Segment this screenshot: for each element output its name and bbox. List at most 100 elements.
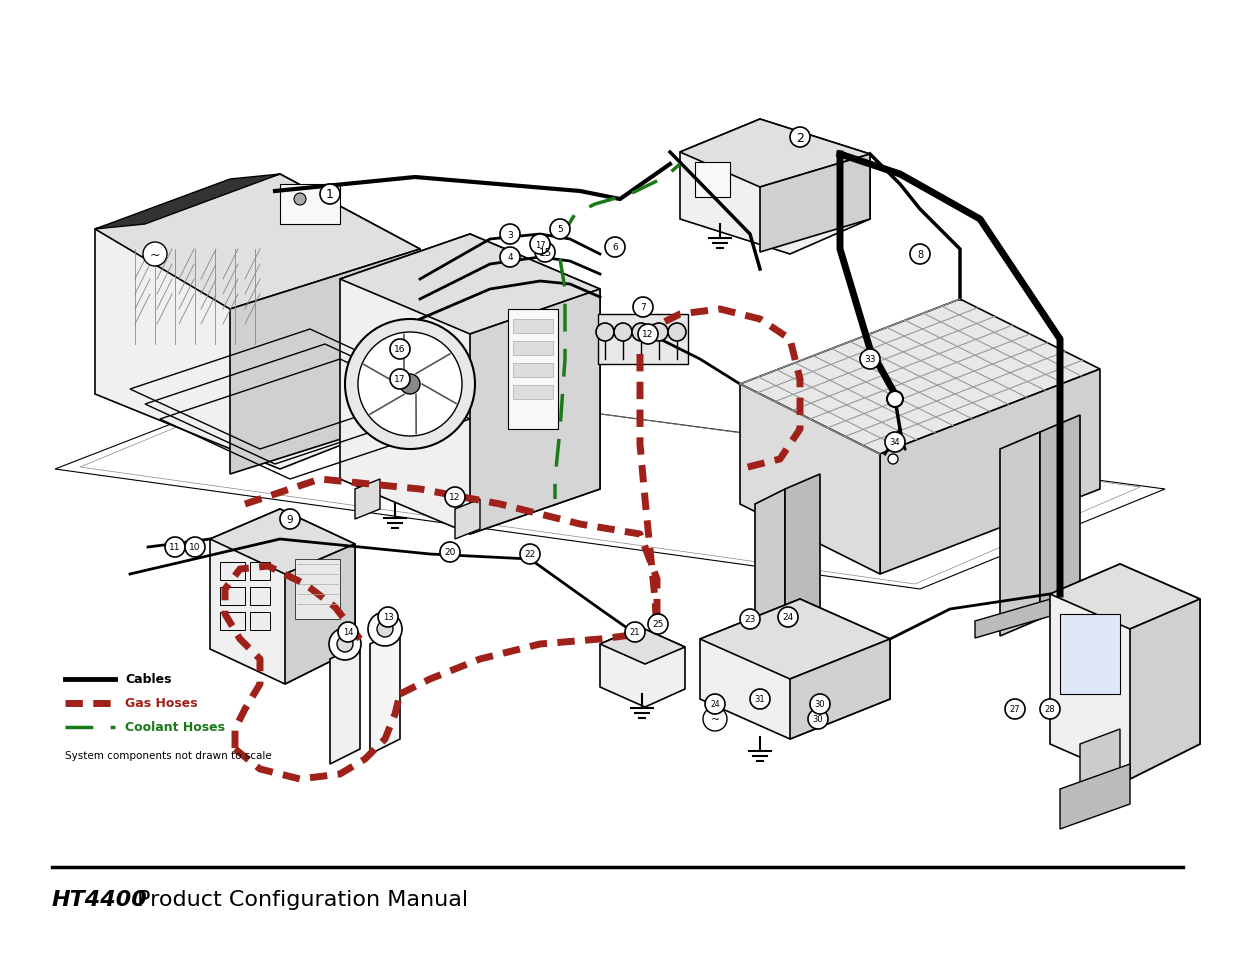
Polygon shape: [340, 234, 600, 335]
Circle shape: [377, 621, 393, 638]
Text: 8: 8: [916, 250, 923, 260]
Circle shape: [810, 695, 830, 714]
Text: 7: 7: [640, 303, 646, 313]
Circle shape: [885, 433, 905, 453]
Text: 13: 13: [383, 613, 393, 622]
Polygon shape: [1130, 599, 1200, 780]
Text: 34: 34: [889, 438, 900, 447]
Text: Product Configuration Manual: Product Configuration Manual: [130, 889, 468, 909]
Bar: [513, 364, 553, 377]
Polygon shape: [974, 589, 1086, 639]
Text: 27: 27: [1010, 705, 1020, 714]
Circle shape: [614, 324, 632, 341]
Bar: [513, 319, 553, 334]
Text: Gas Hoses: Gas Hoses: [125, 697, 198, 710]
Polygon shape: [454, 499, 480, 539]
Text: 30: 30: [815, 700, 825, 709]
Circle shape: [143, 243, 167, 267]
Text: Cables: Cables: [125, 673, 172, 686]
Polygon shape: [210, 510, 354, 684]
Circle shape: [358, 333, 462, 436]
Circle shape: [597, 324, 614, 341]
Polygon shape: [680, 120, 869, 254]
Text: 25: 25: [652, 619, 663, 629]
Text: 14: 14: [343, 628, 353, 637]
Text: 12: 12: [450, 493, 461, 502]
Circle shape: [605, 237, 625, 257]
Circle shape: [440, 542, 459, 562]
Text: 17: 17: [535, 240, 546, 250]
Bar: [598, 314, 688, 365]
Circle shape: [185, 537, 205, 558]
Text: 1: 1: [326, 189, 333, 201]
Polygon shape: [285, 544, 354, 684]
Circle shape: [778, 607, 798, 627]
Polygon shape: [370, 629, 400, 754]
Polygon shape: [330, 644, 359, 764]
Text: 24: 24: [710, 700, 720, 709]
Circle shape: [650, 324, 668, 341]
Polygon shape: [230, 250, 420, 475]
Text: 6: 6: [613, 243, 618, 253]
Circle shape: [703, 707, 727, 731]
Bar: [508, 310, 558, 430]
Polygon shape: [354, 479, 380, 519]
Circle shape: [500, 225, 520, 245]
Circle shape: [808, 709, 827, 729]
Polygon shape: [1050, 564, 1200, 780]
Text: 30: 30: [813, 715, 824, 723]
Circle shape: [632, 324, 650, 341]
Circle shape: [378, 607, 398, 627]
Text: ~: ~: [149, 248, 161, 261]
Polygon shape: [700, 599, 890, 740]
Polygon shape: [790, 639, 890, 740]
Text: 33: 33: [864, 355, 876, 364]
Text: 5: 5: [557, 225, 563, 234]
Text: 15: 15: [538, 248, 552, 257]
Text: 31: 31: [755, 695, 766, 703]
Circle shape: [500, 248, 520, 268]
Text: 20: 20: [445, 548, 456, 557]
Text: 10: 10: [189, 543, 201, 552]
Circle shape: [338, 622, 358, 642]
Text: 9: 9: [287, 515, 294, 524]
Circle shape: [280, 510, 300, 530]
Polygon shape: [1000, 433, 1040, 637]
Bar: [695, 163, 730, 198]
Circle shape: [1005, 700, 1025, 720]
Circle shape: [1040, 700, 1060, 720]
Bar: [1060, 615, 1120, 695]
Text: Coolant Hoses: Coolant Hoses: [125, 720, 225, 734]
Polygon shape: [680, 120, 869, 188]
Bar: [220, 587, 245, 605]
Polygon shape: [1079, 729, 1120, 804]
Circle shape: [535, 243, 555, 263]
Text: 3: 3: [508, 231, 513, 239]
Circle shape: [329, 628, 361, 660]
Circle shape: [390, 370, 410, 390]
Circle shape: [910, 245, 930, 265]
Circle shape: [860, 350, 881, 370]
Polygon shape: [210, 510, 354, 575]
Text: 22: 22: [525, 550, 536, 558]
Polygon shape: [785, 475, 820, 679]
Bar: [280, 185, 340, 225]
Polygon shape: [340, 234, 600, 535]
Circle shape: [445, 488, 466, 507]
Polygon shape: [730, 647, 840, 697]
Circle shape: [705, 695, 725, 714]
Polygon shape: [700, 599, 890, 679]
Polygon shape: [1050, 564, 1200, 629]
Circle shape: [750, 689, 769, 709]
Text: 2: 2: [797, 132, 804, 144]
Circle shape: [790, 128, 810, 148]
Bar: [513, 341, 553, 355]
Circle shape: [648, 615, 668, 635]
Circle shape: [294, 193, 306, 206]
Bar: [220, 613, 245, 630]
Circle shape: [337, 637, 353, 652]
Circle shape: [345, 319, 475, 450]
Text: 16: 16: [394, 345, 406, 355]
Text: System components not drawn to scale: System components not drawn to scale: [65, 750, 272, 760]
Polygon shape: [600, 627, 685, 707]
